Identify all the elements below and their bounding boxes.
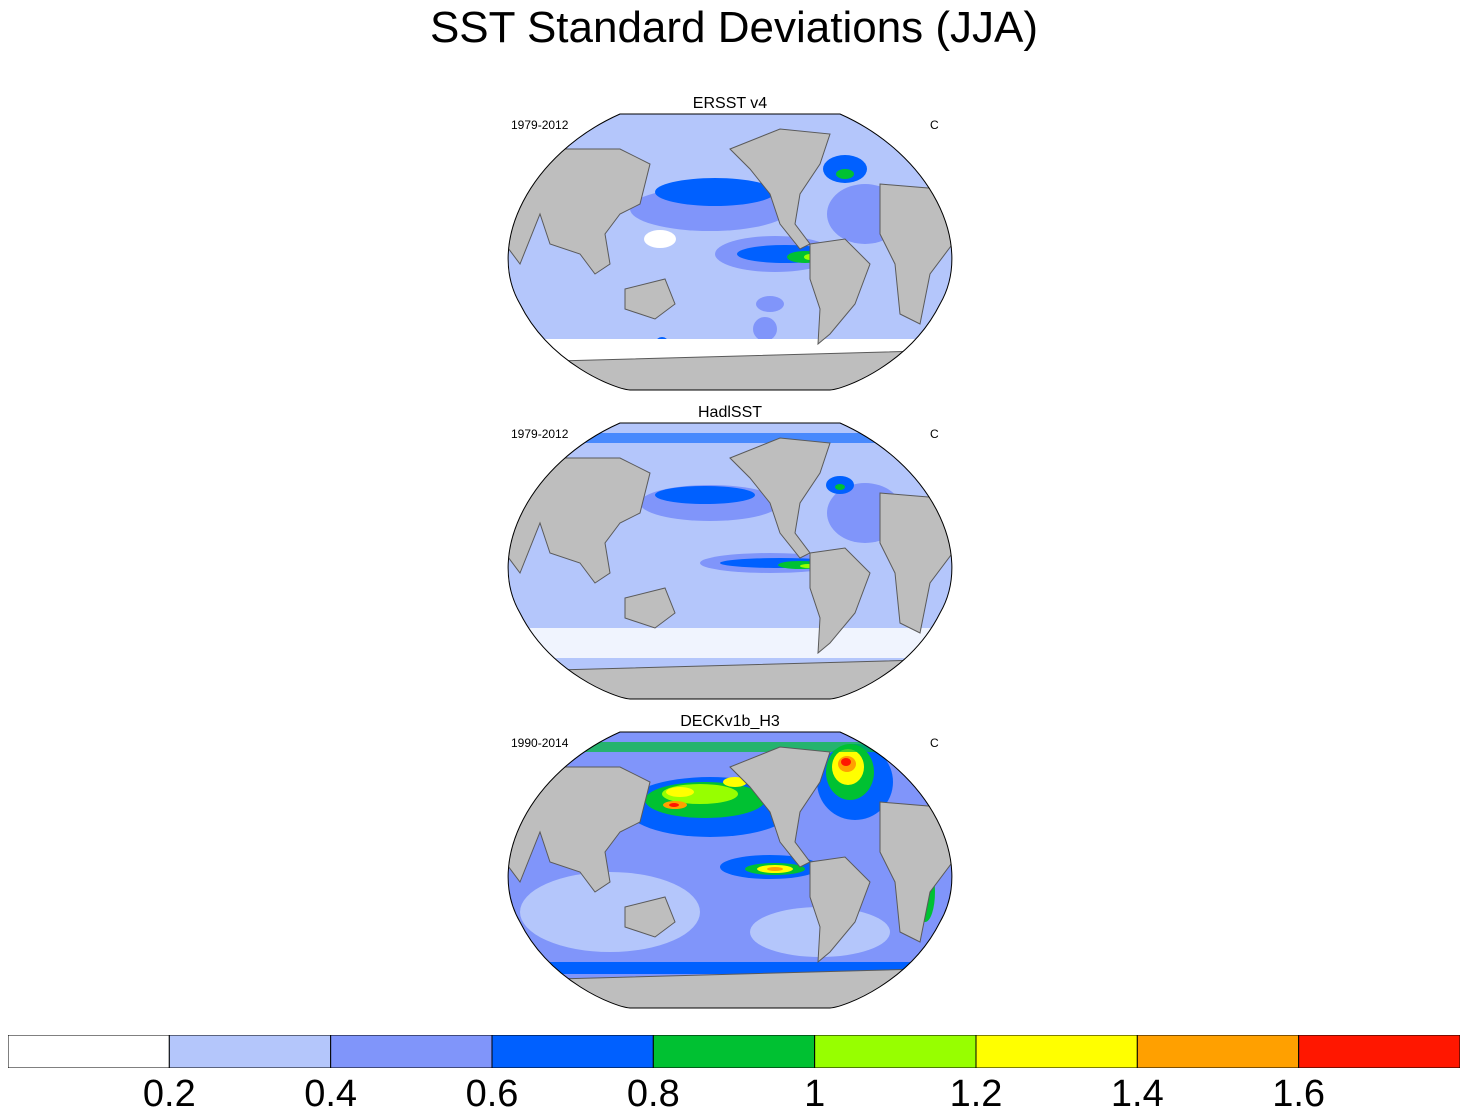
land-south-america [809,547,871,655]
land-north-america [729,437,831,559]
colorbar-tick-label: 0.2 [142,1073,196,1115]
panel-units: C [930,736,939,750]
colorbar-tick-label: 0.6 [465,1073,519,1115]
land-south-america [809,856,871,964]
sd-region [666,787,694,797]
colorbar-tick-label: 0.4 [304,1073,358,1115]
colorbar-swatch [652,1035,816,1068]
sst-map [507,422,953,700]
land-eurasia [508,766,651,893]
colorbar-swatch [814,1035,977,1068]
panel-title: ERSST v4 [692,95,768,112]
sd-region [520,872,700,952]
land-australia [624,587,676,629]
sd-region [841,758,851,766]
figure-title: SST Standard Deviations (JJA) [429,3,1039,52]
land-australia [624,278,676,320]
land-north-america [729,746,831,868]
sst-map [507,113,953,391]
panel-title: DECKv1b_H3 [680,713,780,730]
panel-period: 1979-2012 [511,118,569,132]
panel-units: C [930,427,939,441]
colorbar-swatch [975,1035,1138,1068]
land-antarctica [508,967,952,1008]
colorbar-tick-label: 1.6 [1272,1073,1326,1115]
sd-region [723,777,747,787]
colorbar-tick-label: 1.4 [1110,1073,1164,1115]
sd-region [644,230,676,248]
map-border [507,113,953,391]
sd-region [655,178,775,206]
sd-region [560,433,900,443]
colorbar-tick-label: 0.8 [626,1073,680,1115]
sd-region [835,484,845,490]
sd-region [756,296,784,312]
sd-region [669,803,679,807]
colorbar-swatch [8,1035,170,1068]
sst-map [507,731,953,1009]
land-north-america [729,128,831,250]
panel-ersst: ERSST v4 1979-2012 C [500,94,960,394]
panel-deck: DECKv1b_H3 1990-2014 C [500,712,960,1012]
land-antarctica [508,658,952,699]
panel-title: HadlSST [697,404,763,421]
panel-period: 1990-2014 [511,736,569,750]
land-australia [624,896,676,938]
panel-units: C [930,118,939,132]
colorbar-swatch [1136,1035,1300,1068]
colorbar-swatch [168,1035,332,1068]
sd-region [560,742,900,752]
panel-hadisst: HadlSST 1979-2012 C [500,403,960,703]
sd-region [767,867,783,871]
colorbar-tick-label: 1.2 [949,1073,1003,1115]
colorbar-tick-label: 1 [804,1073,826,1115]
sd-region [655,486,755,504]
sd-region [753,317,777,341]
ice-region [508,628,952,658]
colorbar-swatch [1298,1035,1460,1068]
sd-region [836,169,854,179]
colorbar-swatch [491,1035,654,1068]
colorbar-swatch [330,1035,493,1068]
map-border [507,731,953,1009]
land-south-america [809,238,871,346]
map-border [507,422,953,700]
land-antarctica [508,349,952,390]
colorbar [8,1035,1460,1068]
panel-period: 1979-2012 [511,427,569,441]
land-eurasia [508,148,651,275]
land-eurasia [508,457,651,584]
